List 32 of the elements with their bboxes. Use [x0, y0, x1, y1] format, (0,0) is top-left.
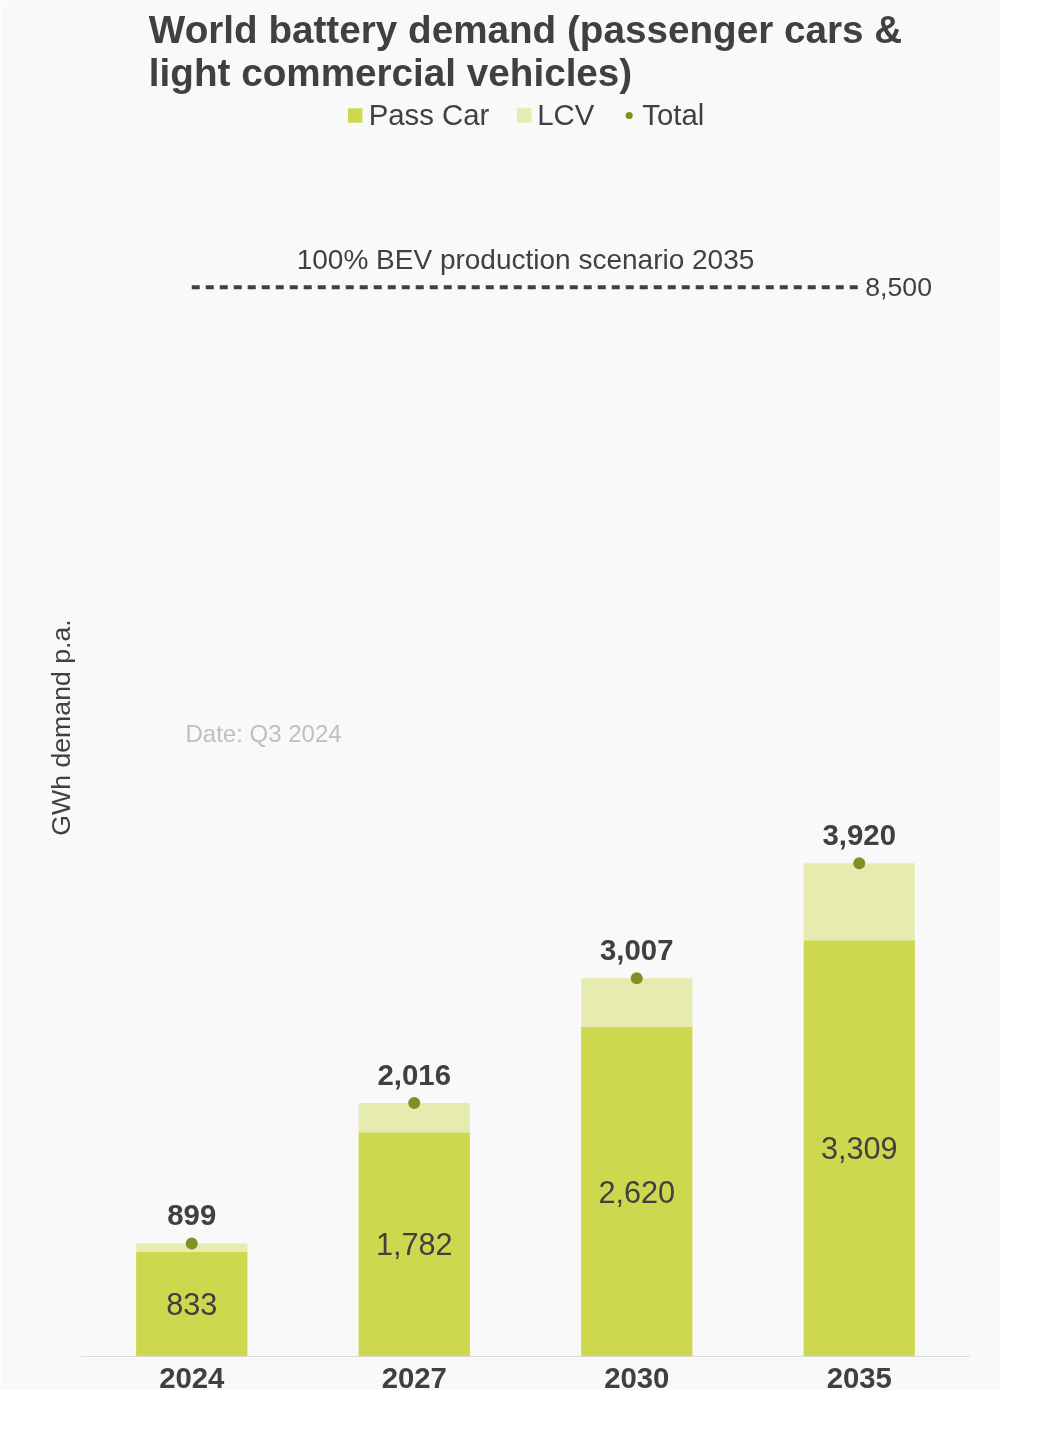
data-label: 833 [166, 1287, 218, 1322]
bar [358, 1132, 470, 1357]
data-label: 2,620 [598, 1174, 676, 1209]
data-label: 3,309 [820, 1131, 898, 1166]
bar [136, 1251, 248, 1357]
point [185, 1237, 198, 1250]
bar [803, 863, 915, 941]
legend-label: Total [642, 98, 705, 132]
bar [358, 1102, 470, 1133]
x-tick-label: 2024 [159, 1360, 226, 1394]
bar [581, 1026, 693, 1357]
data-label: 899 [167, 1198, 217, 1232]
bar [136, 1243, 248, 1252]
data-label: 3,007 [600, 933, 674, 967]
legend-label: LCV [537, 98, 595, 132]
bar [581, 978, 693, 1027]
point [853, 857, 866, 870]
ref-line-label: 100% BEV production scenario 2035 [296, 244, 755, 276]
legend-label: Pass Car [368, 98, 490, 132]
data-label: 3,920 [822, 818, 896, 852]
y-axis-title: GWh demand p.a. [45, 619, 76, 836]
annotation: Date: Q3 2024 [185, 719, 342, 747]
bar [803, 940, 915, 1357]
chart-title: World battery demand (passenger cars & light commercial vehicles) [148, 7, 903, 94]
data-label: 1,782 [375, 1227, 453, 1262]
x-tick-label: 2030 [604, 1360, 670, 1394]
point [408, 1096, 421, 1109]
x-tick-label: 2027 [381, 1360, 447, 1394]
point [630, 972, 643, 985]
data-label: 2,016 [377, 1057, 451, 1091]
annotation: 8,500 [865, 272, 932, 303]
x-tick-label: 2035 [826, 1360, 892, 1394]
